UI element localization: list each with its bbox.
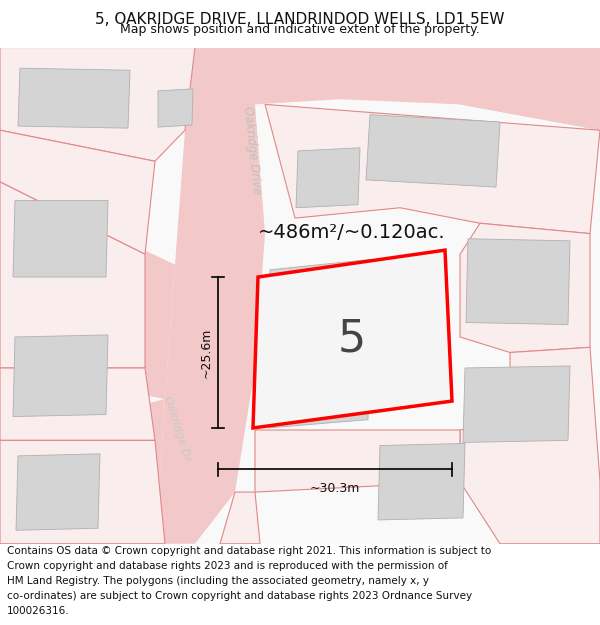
Text: co-ordinates) are subject to Crown copyright and database rights 2023 Ordnance S: co-ordinates) are subject to Crown copyr…	[7, 591, 472, 601]
Polygon shape	[220, 492, 260, 544]
Polygon shape	[0, 130, 155, 254]
Polygon shape	[13, 201, 108, 277]
Polygon shape	[0, 48, 195, 130]
Polygon shape	[158, 89, 193, 127]
Polygon shape	[0, 48, 600, 544]
Text: 5: 5	[338, 318, 366, 361]
Text: Map shows position and indicative extent of the property.: Map shows position and indicative extent…	[120, 22, 480, 36]
Text: ~486m²/~0.120ac.: ~486m²/~0.120ac.	[258, 223, 446, 242]
Polygon shape	[463, 366, 570, 442]
Text: Contains OS data © Crown copyright and database right 2021. This information is : Contains OS data © Crown copyright and d…	[7, 546, 491, 556]
Polygon shape	[366, 115, 500, 187]
Polygon shape	[155, 48, 265, 544]
Text: Oakridge Dr.: Oakridge Dr.	[163, 395, 194, 465]
Polygon shape	[466, 239, 570, 324]
Polygon shape	[460, 48, 600, 130]
Polygon shape	[378, 444, 465, 520]
Polygon shape	[13, 335, 108, 417]
Polygon shape	[460, 223, 590, 352]
Polygon shape	[0, 441, 165, 544]
Text: ~25.6m: ~25.6m	[200, 328, 213, 378]
Text: Oakridge Drive: Oakridge Drive	[241, 106, 263, 196]
Polygon shape	[255, 430, 460, 492]
Polygon shape	[253, 250, 452, 428]
Polygon shape	[0, 48, 195, 161]
Text: HM Land Registry. The polygons (including the associated geometry, namely x, y: HM Land Registry. The polygons (includin…	[7, 576, 429, 586]
Text: Crown copyright and database rights 2023 and is reproduced with the permission o: Crown copyright and database rights 2023…	[7, 561, 448, 571]
Polygon shape	[460, 348, 600, 544]
Polygon shape	[0, 399, 165, 544]
Polygon shape	[195, 48, 600, 130]
Text: 5, OAKRIDGE DRIVE, LLANDRINDOD WELLS, LD1 5EW: 5, OAKRIDGE DRIVE, LLANDRINDOD WELLS, LD…	[95, 12, 505, 27]
Polygon shape	[296, 148, 360, 208]
Text: 100026316.: 100026316.	[7, 606, 70, 616]
Polygon shape	[18, 68, 130, 128]
Polygon shape	[0, 182, 175, 399]
Polygon shape	[268, 360, 370, 428]
Polygon shape	[265, 104, 600, 234]
Polygon shape	[268, 259, 370, 337]
Polygon shape	[0, 182, 145, 368]
Polygon shape	[16, 454, 100, 530]
Polygon shape	[0, 368, 155, 441]
Text: ~30.3m: ~30.3m	[310, 482, 360, 495]
